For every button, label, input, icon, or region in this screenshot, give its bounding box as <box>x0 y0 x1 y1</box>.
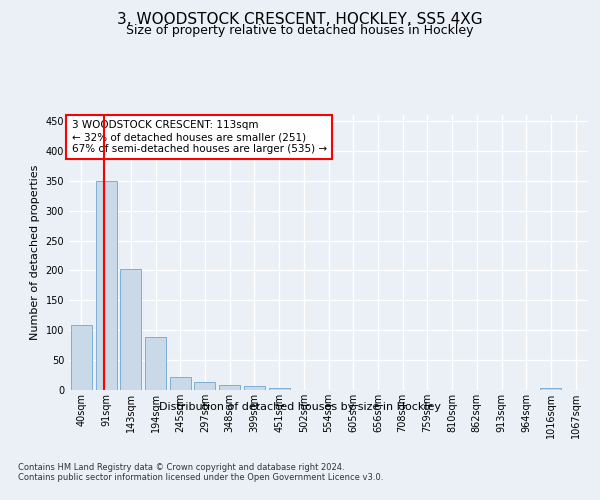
Bar <box>269 388 290 390</box>
Text: Contains HM Land Registry data © Crown copyright and database right 2024.
Contai: Contains HM Land Registry data © Crown c… <box>18 462 383 482</box>
Bar <box>244 386 265 390</box>
Y-axis label: Number of detached properties: Number of detached properties <box>30 165 40 340</box>
Bar <box>194 382 215 390</box>
Text: Distribution of detached houses by size in Hockley: Distribution of detached houses by size … <box>159 402 441 412</box>
Bar <box>541 388 562 390</box>
Bar <box>95 181 116 390</box>
Text: 3, WOODSTOCK CRESCENT, HOCKLEY, SS5 4XG: 3, WOODSTOCK CRESCENT, HOCKLEY, SS5 4XG <box>117 12 483 28</box>
Bar <box>145 337 166 390</box>
Bar <box>219 384 240 390</box>
Bar <box>120 268 141 390</box>
Text: 3 WOODSTOCK CRESCENT: 113sqm
← 32% of detached houses are smaller (251)
67% of s: 3 WOODSTOCK CRESCENT: 113sqm ← 32% of de… <box>71 120 327 154</box>
Bar <box>71 326 92 390</box>
Text: Size of property relative to detached houses in Hockley: Size of property relative to detached ho… <box>126 24 474 37</box>
Bar <box>170 377 191 390</box>
